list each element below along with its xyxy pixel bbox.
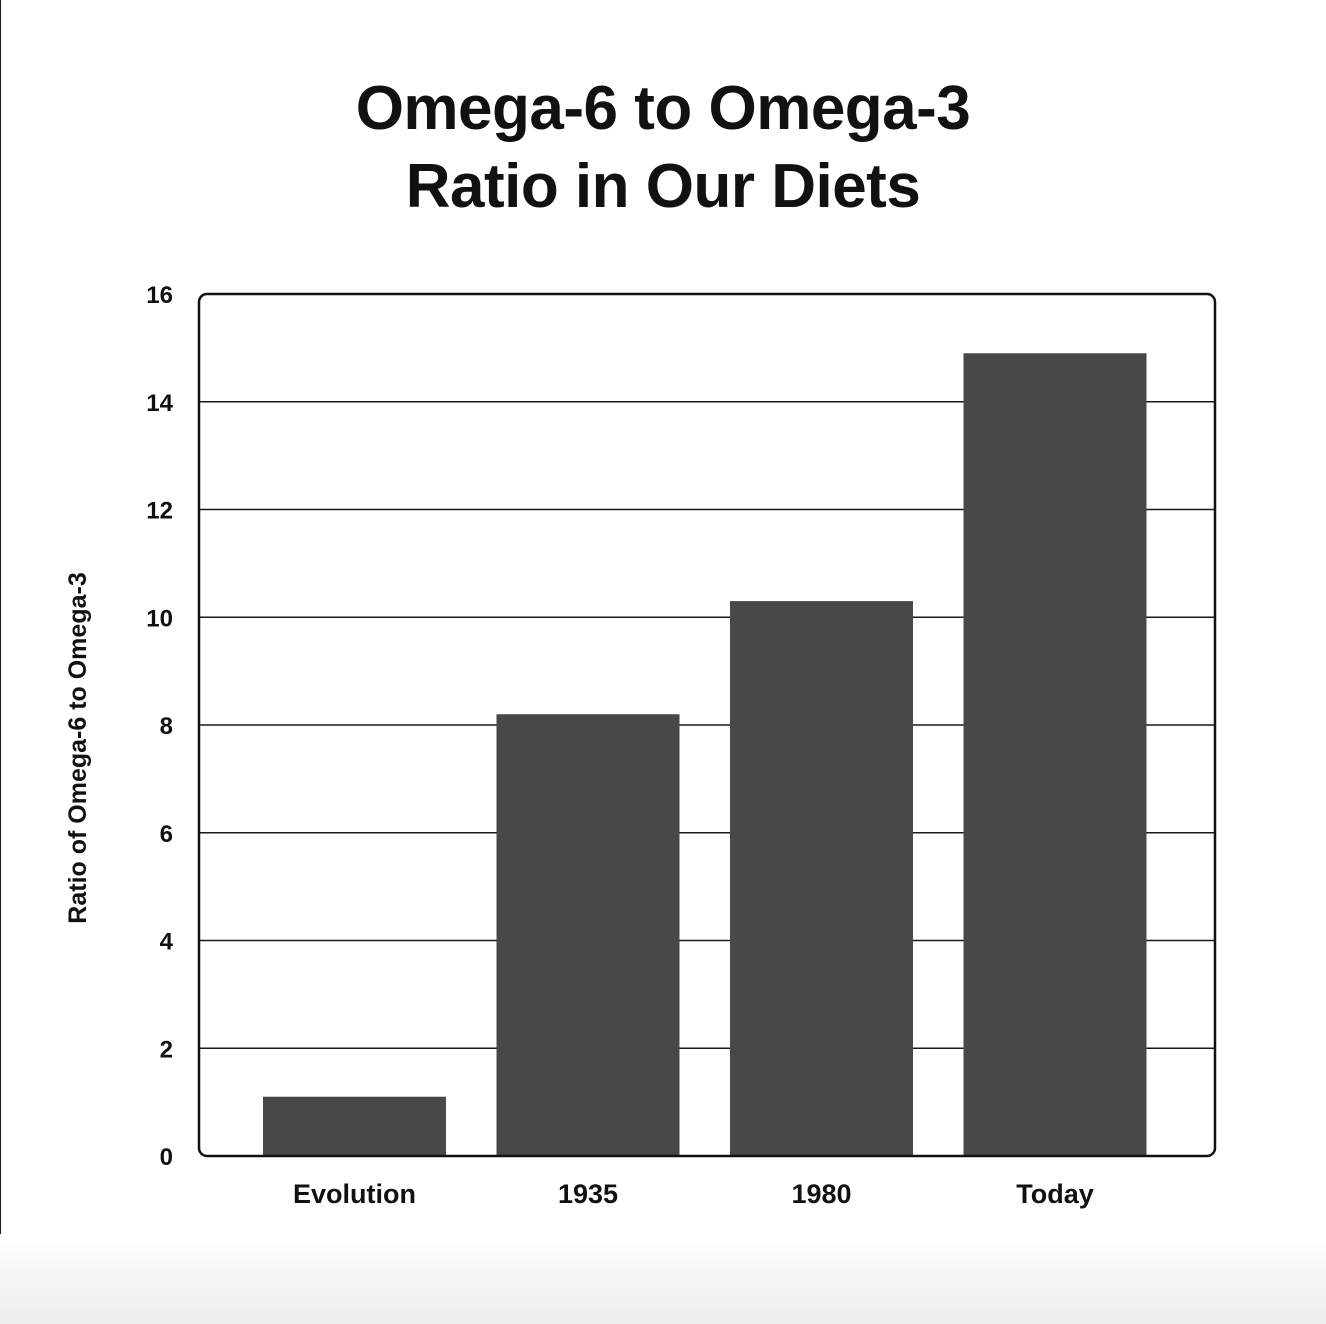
y-axis-title: Ratio of Omega-6 to Omega-3 [64, 572, 92, 923]
x-category-labels: Evolution 1935 1980 Today [293, 1179, 1094, 1209]
bar-1935 [496, 714, 680, 1156]
x-category-label: 1980 [791, 1179, 851, 1209]
bar-today [963, 353, 1147, 1156]
y-tick-label: 16 [146, 282, 173, 309]
left-edge-line [0, 0, 1, 1324]
chart-title: Omega-6 to Omega-3 Ratio in Our Diets [0, 70, 1326, 226]
plot-frame [197, 292, 1217, 1158]
y-tick-label: 14 [146, 390, 173, 417]
bottom-shade [0, 1234, 1326, 1324]
y-tick-label: 2 [160, 1036, 173, 1063]
y-tick-label: 6 [160, 821, 173, 848]
chart-title-line-2: Ratio in Our Diets [405, 152, 921, 221]
x-category-label: Evolution [293, 1179, 416, 1209]
chart-title-line-1: Omega-6 to Omega-3 [355, 74, 971, 143]
y-tick-label: 4 [160, 929, 174, 956]
y-tick-label: 0 [160, 1144, 173, 1171]
y-tick-label: 10 [146, 605, 173, 632]
bar-1980 [730, 601, 913, 1156]
y-tick-label: 12 [146, 498, 173, 525]
x-category-label: Today [1016, 1179, 1094, 1209]
x-category-label: 1935 [558, 1179, 618, 1209]
y-tick-labels: 0 2 4 6 8 10 12 14 16 [146, 282, 173, 1171]
y-tick-label: 8 [160, 713, 173, 740]
bar-evolution [263, 1096, 446, 1156]
bars [263, 353, 1147, 1156]
